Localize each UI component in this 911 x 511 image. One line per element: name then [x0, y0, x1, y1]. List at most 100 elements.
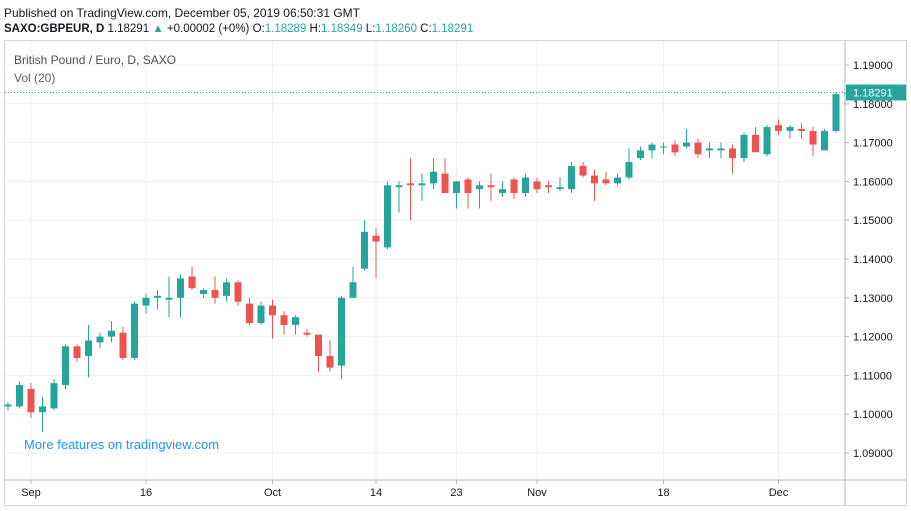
candle-body [338, 297, 345, 366]
candle-body [522, 177, 529, 194]
candle-body [200, 290, 207, 294]
candle-body [591, 175, 598, 184]
candle-body [165, 297, 173, 300]
candle-body [476, 185, 483, 190]
candle-body [16, 385, 23, 407]
candle-body [27, 388, 35, 413]
candle-body [545, 185, 552, 188]
candle-body [648, 144, 656, 151]
candle-body [487, 185, 495, 188]
high-value: 1.18349 [321, 23, 363, 35]
x-tick-label: 16 [140, 487, 152, 499]
y-tick-label: 1.17000 [853, 138, 893, 150]
y-tick-label: 1.18000 [853, 99, 893, 111]
candle-body [763, 127, 771, 155]
last-price: 1.18291 [107, 23, 150, 35]
candle-body [384, 185, 391, 248]
x-tick-label: 18 [657, 487, 669, 499]
candle-body [637, 150, 644, 159]
candle-body [211, 290, 219, 298]
candle-body [315, 334, 322, 356]
candle-body [39, 406, 46, 413]
candle-body [119, 332, 127, 358]
x-tick-label: Nov [527, 487, 547, 499]
candle-body [349, 282, 357, 298]
candle-body [154, 295, 161, 298]
candle-body [223, 282, 230, 296]
candle-body [303, 332, 311, 335]
high-label: H: [309, 23, 322, 35]
y-tick-label: 1.10000 [853, 409, 893, 421]
candle-body [729, 148, 736, 159]
candle-body [533, 181, 541, 190]
candle-body [361, 231, 368, 269]
candle-body [62, 346, 69, 386]
candle-body [786, 127, 794, 131]
candle-body [499, 189, 506, 194]
change: +0.00002 (+0%) [166, 23, 250, 35]
candle-body [142, 297, 150, 306]
chart-frame[interactable] [4, 40, 907, 506]
candle-body [280, 315, 288, 325]
candle-body [395, 185, 403, 188]
y-tick-label: 1.16000 [853, 176, 893, 188]
candle-body [372, 235, 380, 242]
published-line: Published on TradingView.com, December 0… [4, 6, 360, 20]
candle-body [660, 146, 667, 148]
x-tick-label: 14 [370, 487, 382, 499]
close-label: C: [420, 23, 432, 35]
promo-link[interactable]: More features on tradingview.com [24, 437, 220, 452]
candle-body [269, 305, 276, 316]
candle-body [418, 183, 426, 186]
candle-body [188, 276, 196, 289]
low-label: L: [365, 23, 376, 35]
x-tick-label: 23 [450, 487, 462, 499]
candle-body [602, 179, 610, 184]
y-tick-label: 1.15000 [853, 215, 893, 227]
candle-body [430, 171, 437, 184]
candle-body [717, 148, 725, 151]
candle-body [832, 94, 840, 131]
candle-body [752, 134, 759, 153]
candle-body [326, 356, 334, 368]
volume-legend: Vol (20) [14, 71, 56, 85]
y-tick-label: 1.19000 [853, 60, 893, 72]
chart-legend-title: British Pound / Euro, D, SAXO [14, 53, 177, 67]
open-label: O: [252, 23, 265, 35]
candle-body [441, 173, 449, 194]
candle-body [292, 317, 299, 325]
candle-body [706, 148, 713, 151]
candle-body [108, 330, 115, 337]
y-tick-label: 1.11000 [853, 370, 892, 382]
candle-body [683, 142, 690, 147]
candle-body [798, 129, 805, 131]
symbol: SAXO:GBPEUR, D [4, 23, 105, 35]
y-tick-label: 1.13000 [853, 293, 893, 305]
quote-line: SAXO:GBPEUR, D 1.18291 ▲ +0.00002 (+0%) … [4, 23, 473, 35]
candle-body [625, 162, 633, 178]
candle-body [556, 187, 564, 190]
low-value: 1.18260 [375, 23, 417, 35]
candle-body [740, 134, 748, 159]
candle-body [73, 346, 81, 358]
x-tick-label: Oct [264, 487, 281, 499]
x-tick-label: Sep [21, 487, 41, 499]
candle-body [131, 303, 138, 358]
candle-body [671, 144, 679, 153]
candle-body [177, 278, 184, 298]
change-up-icon: ▲ [152, 23, 164, 35]
candle-body [821, 130, 828, 151]
candle-body [579, 165, 587, 176]
candle-body [4, 404, 12, 407]
candle-body [85, 340, 92, 356]
candle-body [407, 183, 414, 186]
y-tick-label: 1.14000 [853, 254, 893, 266]
candle-body [453, 181, 460, 194]
candle-body [50, 383, 58, 409]
candle-body [614, 177, 621, 184]
candle-body [464, 179, 472, 194]
y-tick-label: 1.12000 [853, 332, 893, 344]
candle-body [809, 130, 817, 145]
close-value: 1.18291 [431, 23, 474, 35]
